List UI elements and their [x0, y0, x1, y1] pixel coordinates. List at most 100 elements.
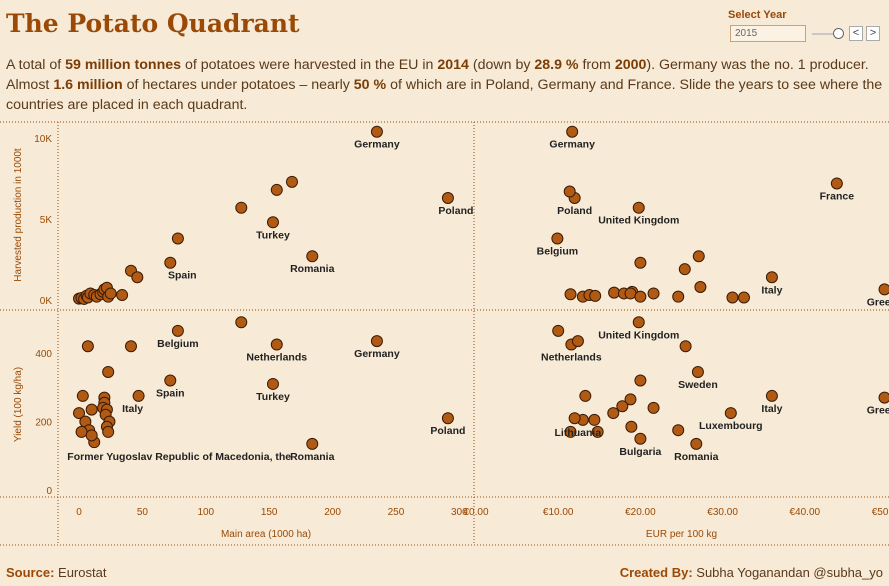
data-point-label: Turkey	[256, 391, 290, 403]
data-point-label: Germany	[549, 139, 595, 151]
data-point	[124, 340, 137, 353]
data-point	[266, 216, 279, 229]
data-point	[632, 201, 645, 214]
data-point-label: Netherlands	[541, 352, 602, 364]
data-point	[690, 437, 703, 450]
data-point-label: Former Yugoslav Republic of Macedonia, t…	[67, 451, 291, 463]
data-point	[85, 403, 98, 416]
data-point-label: Italy	[122, 403, 143, 415]
data-point	[270, 183, 283, 196]
data-point	[131, 271, 144, 284]
x-tick-label: €30.00	[707, 507, 738, 518]
data-point	[571, 335, 584, 348]
data-point	[235, 316, 248, 329]
y-axis-label: Yield (100 kg/ha)	[13, 367, 24, 442]
data-point	[266, 377, 279, 390]
data-point-label: United Kingdom	[598, 215, 679, 227]
x-tick-label: 100	[197, 507, 214, 518]
data-point	[102, 425, 115, 438]
data-point	[171, 324, 184, 337]
x-tick-label: 300	[451, 507, 468, 518]
data-point	[171, 232, 184, 245]
data-point	[566, 125, 579, 138]
x-tick-label: €0.00	[463, 507, 488, 518]
y-tick-label: 400	[35, 349, 52, 360]
data-point-label: Poland	[438, 205, 473, 217]
data-point	[692, 250, 705, 263]
year-slider-track[interactable]	[812, 33, 838, 35]
x-tick-label: 200	[324, 507, 341, 518]
data-point	[679, 340, 692, 353]
data-point-label: Lithuania	[555, 427, 602, 439]
year-input[interactable]	[730, 25, 806, 42]
data-point-label: Italy	[761, 284, 782, 296]
page-title: The Potato Quadrant	[6, 9, 300, 38]
y-axis-label: Harvested production in 1000t	[13, 148, 24, 282]
data-point	[634, 432, 647, 445]
data-point	[564, 425, 577, 438]
data-point-label: Luxembourg	[699, 420, 763, 432]
data-point	[563, 185, 576, 198]
x-tick-label: €40.00	[790, 507, 821, 518]
data-point-label: Romania	[290, 263, 335, 275]
y-tick-label: 0	[46, 486, 52, 497]
data-point	[235, 201, 248, 214]
data-point	[102, 365, 115, 378]
data-point	[624, 287, 637, 300]
data-point	[616, 400, 629, 413]
data-point	[691, 365, 704, 378]
data-point-label: Poland	[430, 425, 465, 437]
data-point	[634, 290, 647, 303]
data-point	[579, 389, 592, 402]
data-point	[878, 391, 889, 404]
x-tick-label: €10.00	[543, 507, 574, 518]
data-point	[551, 232, 564, 245]
data-point	[370, 125, 383, 138]
data-point	[878, 283, 889, 296]
data-point-label: Greece	[867, 405, 889, 417]
y-tick-label: 10K	[34, 134, 52, 145]
x-tick-label: 150	[261, 507, 278, 518]
data-point	[724, 407, 737, 420]
prev-year-button[interactable]: <	[849, 26, 863, 41]
data-point	[85, 429, 98, 442]
data-point	[647, 401, 660, 414]
data-point-label: Italy	[761, 403, 782, 415]
data-point	[625, 420, 638, 433]
data-point-label: Netherlands	[246, 352, 307, 364]
data-point-label: Belgium	[537, 245, 578, 257]
x-tick-label: 250	[388, 507, 405, 518]
data-point	[737, 291, 750, 304]
data-point	[306, 437, 319, 450]
data-point-label: Germany	[354, 139, 400, 151]
data-point	[306, 250, 319, 263]
data-point	[441, 192, 454, 205]
data-point	[632, 316, 645, 329]
data-point-label: Belgium	[157, 338, 198, 350]
data-point-label: Romania	[290, 451, 335, 463]
data-point	[568, 412, 581, 425]
data-point-label: Spain	[156, 388, 185, 400]
data-point-label: Greece	[867, 296, 889, 308]
data-point	[164, 374, 177, 387]
data-point-label: Germany	[354, 348, 400, 360]
source-note: Source: Eurostat	[6, 565, 107, 580]
data-point	[830, 177, 843, 190]
data-point	[564, 288, 577, 301]
year-select-label: Select Year	[728, 9, 787, 21]
data-point	[634, 374, 647, 387]
x-tick-label: 50	[137, 507, 149, 518]
data-point-label: Turkey	[256, 229, 290, 241]
data-point-label: France	[820, 190, 855, 202]
data-point	[81, 340, 94, 353]
data-point	[116, 289, 129, 302]
x-tick-label: €50.00	[872, 507, 889, 518]
y-tick-label: 200	[35, 418, 52, 429]
data-point	[370, 335, 383, 348]
x-axis-label: EUR per 100 kg	[646, 529, 717, 540]
next-year-button[interactable]: >	[866, 26, 880, 41]
credit-note: Created By: Subha Yoganandan @subha_yo	[619, 565, 883, 580]
data-point-label: Romania	[674, 451, 719, 463]
year-slider-thumb[interactable]	[833, 28, 844, 39]
data-point	[441, 412, 454, 425]
